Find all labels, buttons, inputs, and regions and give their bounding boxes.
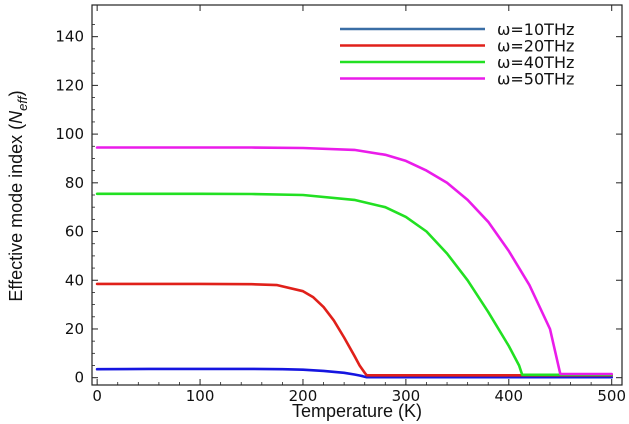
legend-label: ω=20THz — [497, 37, 574, 56]
y-tick-label: 60 — [65, 223, 84, 241]
y-axis-label-prefix: Effective mode index ( — [6, 124, 26, 302]
y-axis: 0 20 40 60 80 100 120 140 — [55, 24, 622, 387]
y-tick-label: 20 — [65, 320, 84, 338]
x-tick-label: 300 — [392, 387, 421, 405]
y-axis-label: Effective mode index (Neff) — [6, 90, 30, 301]
x-axis-label: Temperature (K) — [292, 401, 422, 421]
y-tick-label: 100 — [55, 125, 84, 143]
y-tick-label: 140 — [55, 28, 84, 46]
y-axis-label-subscript: eff — [15, 95, 30, 111]
series-layer — [95, 146, 614, 379]
y-tick-label: 120 — [55, 76, 84, 94]
y-axis-label-symbol: N — [6, 110, 26, 124]
legend-label: ω=50THz — [497, 70, 574, 89]
x-tick-label: 100 — [186, 387, 215, 405]
x-tick-label: 200 — [289, 387, 318, 405]
legend-label: ω=40THz — [497, 53, 574, 72]
x-tick-label: 500 — [597, 387, 626, 405]
x-tick-label: 400 — [494, 387, 523, 405]
y-tick-label: 80 — [65, 174, 84, 192]
x-axis: 0 100 200 300 400 500 — [92, 5, 626, 405]
y-tick-label: 40 — [65, 271, 84, 289]
legend-label: ω=10THz — [497, 20, 574, 39]
series-line-4 — [95, 146, 614, 376]
y-axis-label-suffix: ) — [6, 90, 26, 96]
series-line-2 — [95, 282, 614, 377]
y-tick-label: 0 — [74, 369, 84, 387]
series-line-3 — [95, 192, 614, 377]
x-tick-label: 0 — [92, 387, 102, 405]
series-line-1 — [95, 367, 614, 379]
